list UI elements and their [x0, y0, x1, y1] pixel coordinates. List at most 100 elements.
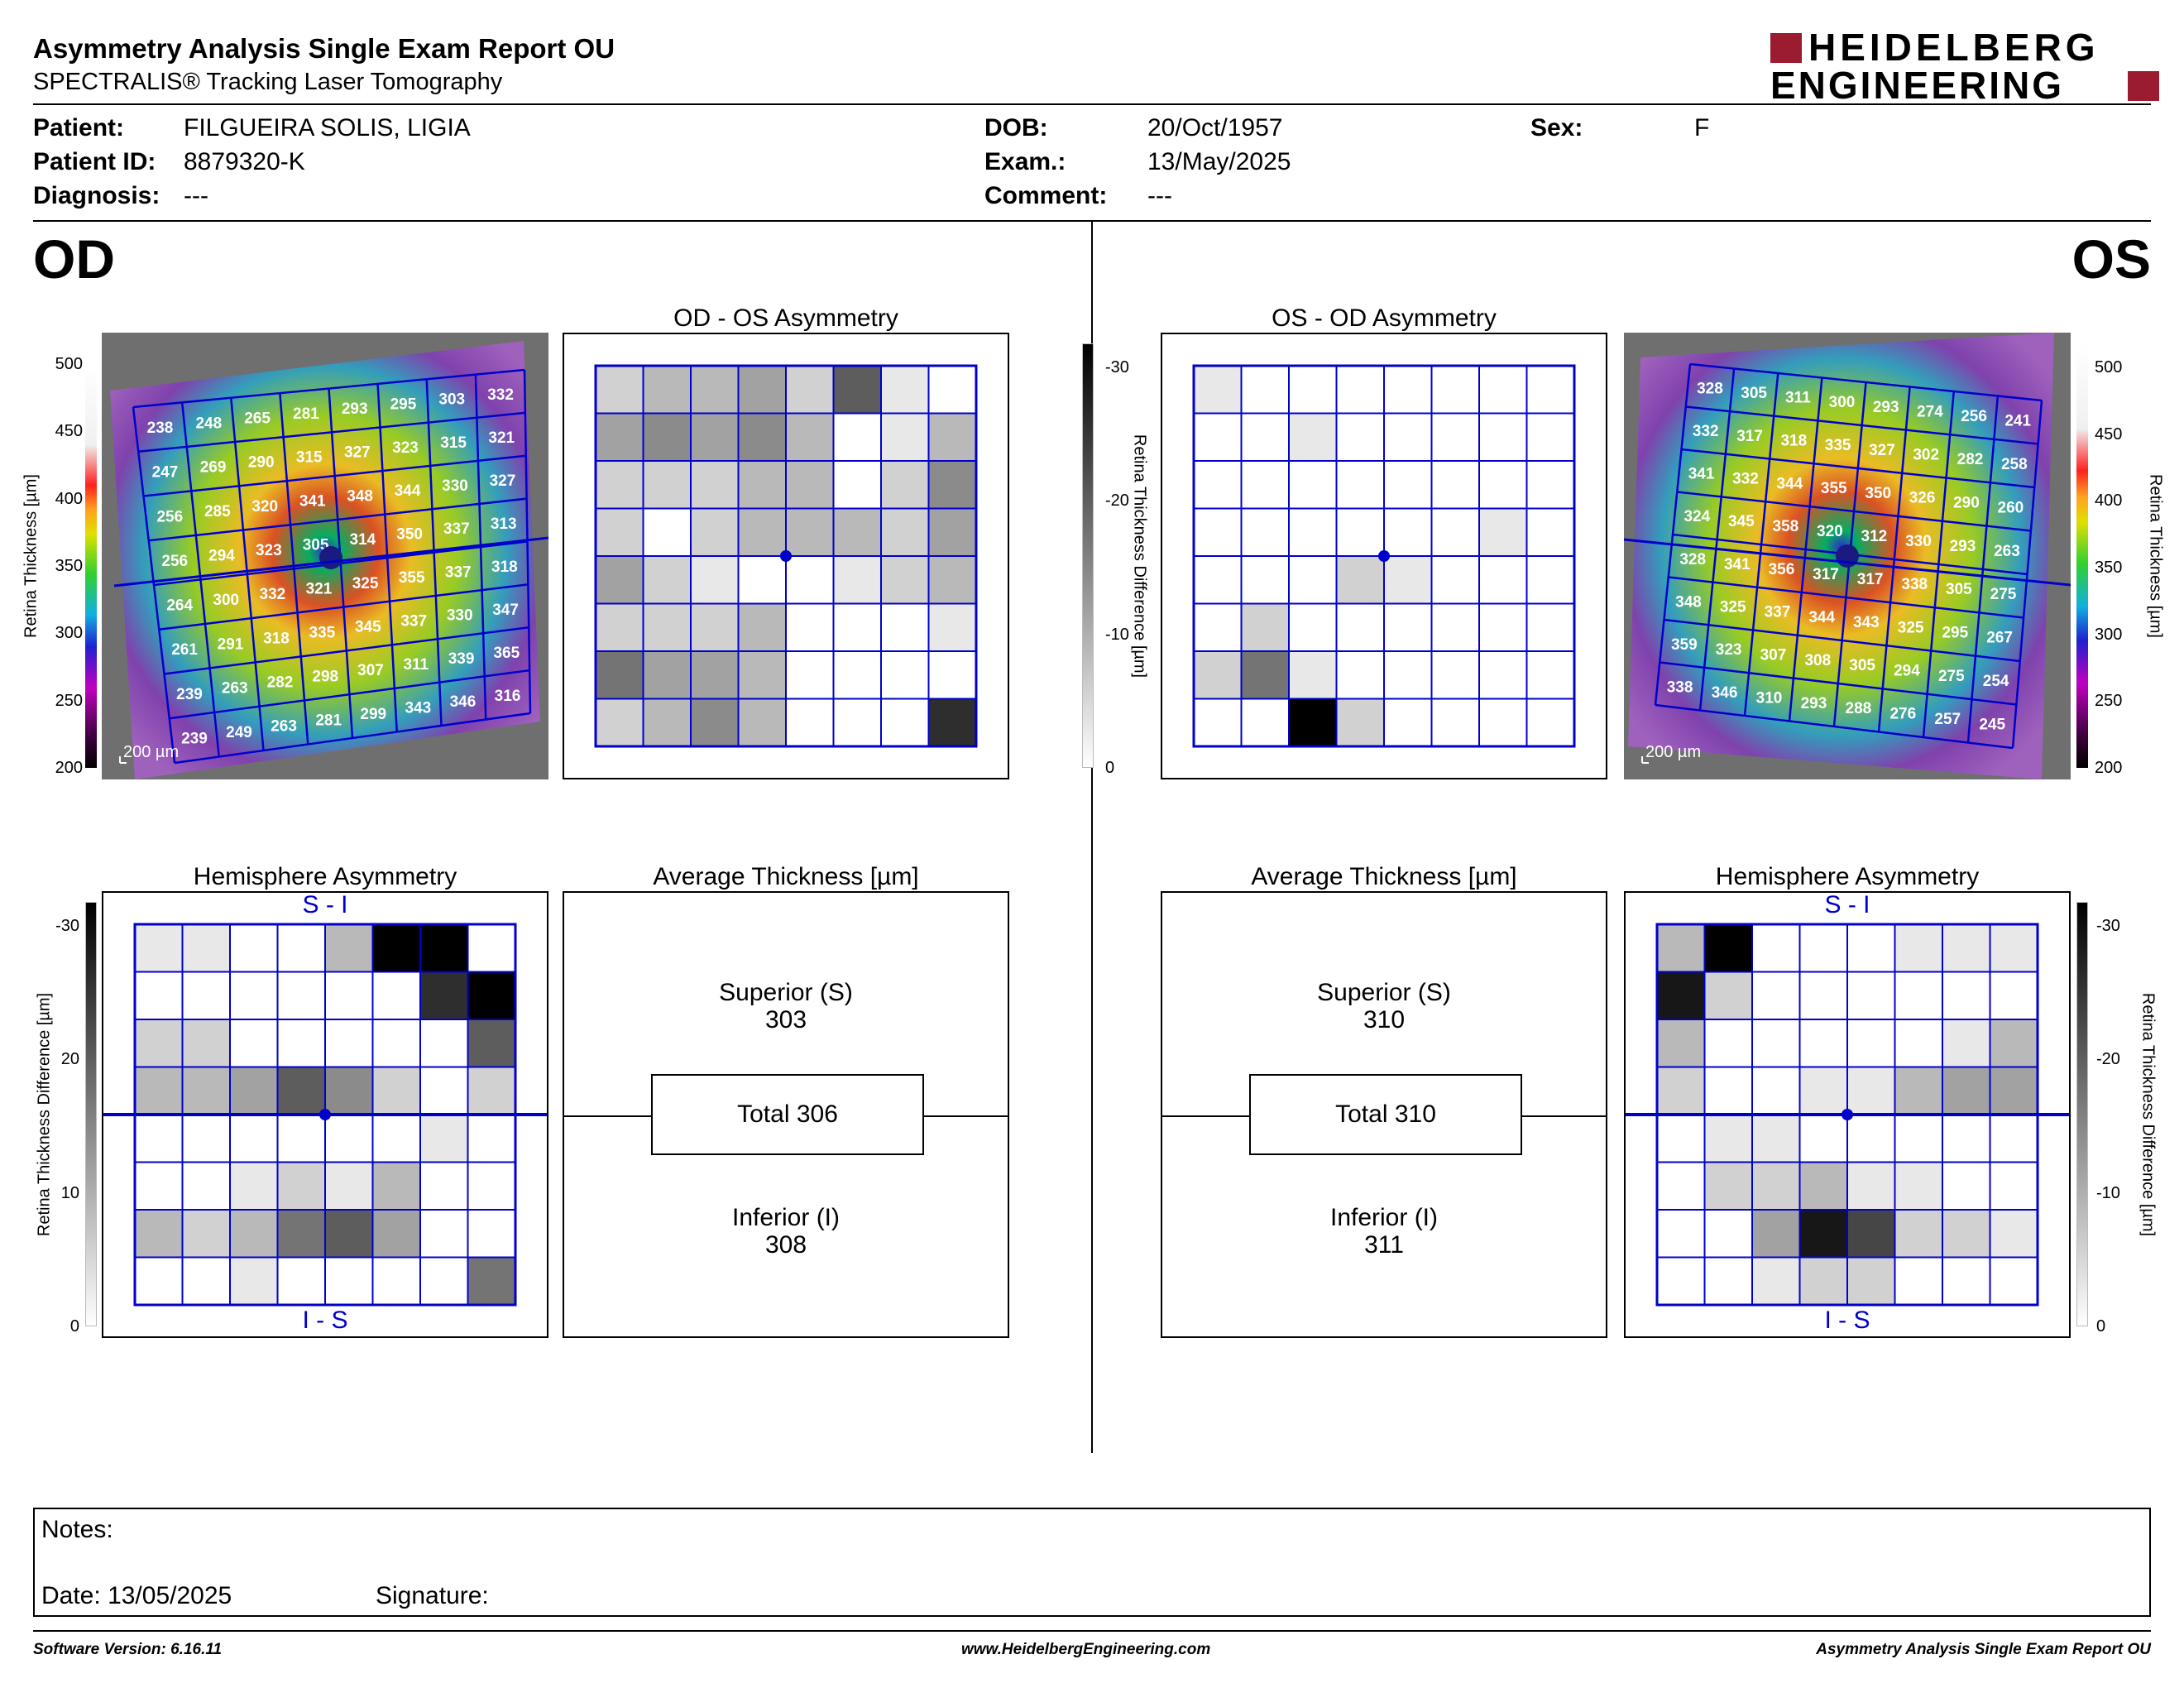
od-hemi-cell-r1-c6	[371, 923, 421, 973]
od-hemi-cell-r1-c3	[229, 923, 279, 973]
od-asym-cell-r6-c5	[785, 602, 835, 652]
os-thick-value-r5-c6: 338	[1901, 576, 1928, 593]
od-hemi-cell-r5-c1	[134, 1114, 184, 1163]
os-asym-cell-r2-c1	[1193, 412, 1243, 462]
os-hemi-center-dot	[1842, 1109, 1853, 1120]
od-asym-cell-r7-c4	[737, 650, 787, 700]
os-thick-value-r7-c8: 254	[1983, 673, 2009, 690]
os-asym-cell-r2-c8	[1525, 412, 1575, 462]
od-thick-value-r7-c8: 365	[493, 645, 520, 662]
od-hemi-cell-r2-c3	[229, 971, 279, 1020]
od-asym-cell-r6-c1	[595, 602, 644, 652]
os-scan-line	[1623, 538, 2071, 587]
os-asym-cell-r8-c4	[1335, 698, 1385, 747]
od-hemi-cell-r4-c8	[467, 1066, 516, 1115]
od-hemi-cell-r8-c2	[181, 1256, 231, 1306]
header-divider	[33, 103, 2151, 105]
od-thick-value-r1-c8: 332	[487, 386, 514, 404]
od-hemi-cell-r5-c3	[229, 1114, 279, 1163]
od-thick-value-r6-c3: 318	[263, 630, 290, 647]
os-hemi-cell-r4-c1	[1656, 1066, 1706, 1115]
od-hemi-cell-r7-c7	[419, 1209, 469, 1259]
od-asym-panel	[563, 333, 1009, 779]
od-hemi-cell-r8-c4	[276, 1256, 326, 1306]
od-thick-value-r1-c7: 303	[438, 391, 465, 409]
os-hemi-cell-r3-c5	[1846, 1019, 1896, 1068]
os-thick-value-r6-c5: 343	[1853, 614, 1880, 631]
od-hemi-cell-r2-c8	[467, 971, 516, 1020]
os-hemi-cell-r5-c1	[1656, 1114, 1706, 1163]
os-asym-cell-r5-c7	[1478, 555, 1528, 605]
tick-label: 300	[2095, 625, 2123, 644]
od-hemi-cell-r7-c2	[181, 1209, 231, 1259]
od-hemi-cell-r6-c8	[467, 1161, 516, 1211]
os-thick-value-r6-c1: 348	[1675, 593, 1702, 611]
od-superior-value: 303	[764, 1006, 807, 1033]
os-asym-cell-r4-c4	[1335, 507, 1385, 557]
od-asym-cell-r4-c8	[927, 507, 977, 557]
od-hemi-cell-r7-c8	[467, 1209, 516, 1259]
od-thick-value-r2-c3: 290	[248, 454, 275, 472]
os-thick-value-r5-c7: 305	[1946, 581, 1972, 598]
od-hemi-center-dot	[319, 1109, 331, 1120]
os-hemi-cell-r7-c7	[1942, 1209, 1991, 1259]
tick-label: 250	[55, 691, 83, 710]
os-thick-value-r8-c1: 338	[1667, 679, 1693, 696]
os-asym-center-dot	[1378, 550, 1390, 562]
os-hemi-cell-r8-c2	[1703, 1256, 1753, 1306]
os-asym-cell-r6-c5	[1383, 602, 1433, 652]
os-total-box: Total 310	[1249, 1074, 1522, 1155]
sex-label: Sex:	[1530, 114, 1583, 141]
od-asym-cell-r5-c1	[595, 555, 644, 605]
report-subtitle: SPECTRALIS® Tracking Laser Tomography	[33, 69, 503, 95]
od-asym-cell-r7-c6	[832, 650, 882, 700]
od-thick-value-r8-c7: 346	[450, 693, 477, 711]
od-thick-value-r2-c2: 269	[200, 459, 227, 477]
os-asym-cell-r8-c5	[1383, 698, 1433, 747]
os-thick-value-r1-c6: 274	[1917, 403, 1943, 420]
os-asym-cell-r2-c3	[1288, 412, 1338, 462]
od-hemi-cell-r4-c1	[134, 1066, 184, 1115]
os-thick-hline	[1664, 618, 2020, 663]
os-hemi-cell-r6-c8	[1989, 1161, 2038, 1211]
os-thick-value-r5-c4: 317	[1813, 566, 1839, 583]
exam-value: 13/May/2025	[1147, 148, 1291, 175]
od-hemi-cell-r6-c5	[324, 1161, 374, 1211]
os-hemi-cell-r2-c4	[1798, 971, 1848, 1020]
os-asym-cell-r8-c8	[1525, 698, 1575, 747]
os-asym-cell-r1-c1	[1193, 365, 1243, 415]
os-thick-value-r6-c8: 267	[1986, 630, 2013, 647]
od-asym-title: OD - OS Asymmetry	[673, 305, 898, 332]
od-asym-cell-r7-c3	[690, 650, 740, 700]
os-hemi-axis-title: Retina Thickness Difference [µm]	[2138, 992, 2158, 1237]
od-inferior: Inferior (I) 308	[564, 1204, 1008, 1259]
os-thick-value-r5-c3: 356	[1769, 561, 1795, 578]
od-hemi-cell-r8-c8	[467, 1256, 516, 1306]
os-thick-value-r4-c6: 330	[1905, 533, 1932, 550]
od-thick-value-r8-c5: 299	[360, 706, 386, 723]
os-hemi-cell-r8-c6	[1894, 1256, 1943, 1306]
od-thick-value-r2-c5: 327	[344, 444, 371, 462]
od-thick-value-r6-c1: 261	[171, 641, 198, 659]
od-hemi-cell-r6-c1	[134, 1161, 184, 1211]
os-asym-cell-r3-c2	[1240, 460, 1290, 510]
od-thick-value-r4-c2: 294	[208, 547, 235, 564]
os-superior: Superior (S) 310	[1162, 979, 1606, 1033]
os-hemi-cell-r3-c3	[1751, 1019, 1801, 1068]
od-thick-value-r1-c5: 293	[342, 400, 368, 418]
od-thick-value-r7-c7: 339	[448, 650, 475, 668]
diff-ticks: -30 -20 -10 0	[1105, 358, 1138, 777]
os-hemi-bottom-label: I - S	[1824, 1307, 1870, 1334]
os-thick-value-r4-c2: 345	[1728, 513, 1755, 530]
od-asym-cell-r5-c2	[642, 555, 692, 605]
od-hemi-panel: S - I I - S	[102, 891, 548, 1338]
od-thick-value-r5-c1: 264	[166, 597, 193, 615]
footer-website[interactable]: www.HeidelbergEngineering.com	[961, 1641, 1211, 1658]
os-asym-cell-r4-c5	[1383, 507, 1433, 557]
od-thick-value-r7-c2: 263	[222, 680, 248, 698]
od-hemi-cell-r1-c1	[134, 923, 184, 973]
od-asym-cell-r4-c3	[690, 507, 740, 557]
os-thick-hline	[1660, 661, 2017, 706]
os-avg-title: Average Thickness [µm]	[1251, 863, 1517, 890]
center-divider	[1091, 222, 1093, 1453]
